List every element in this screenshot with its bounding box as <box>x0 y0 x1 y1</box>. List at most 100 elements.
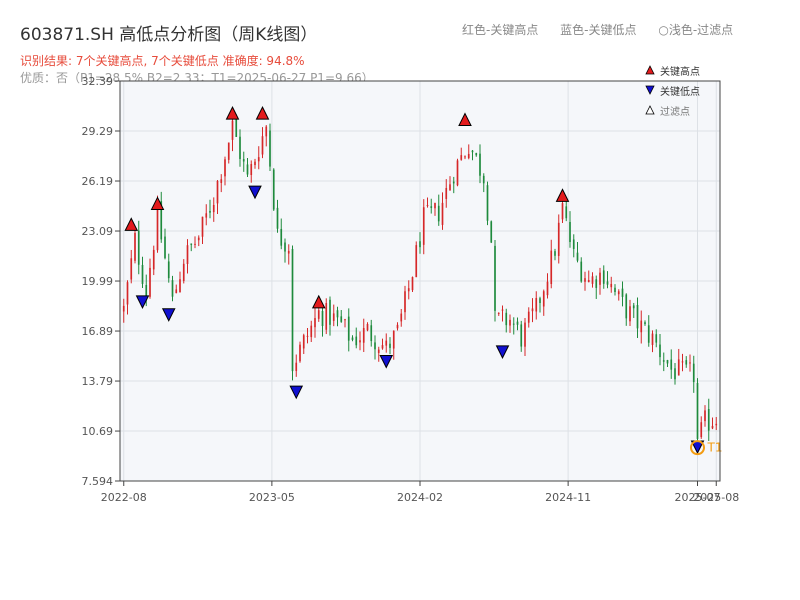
y-tick-label: 29.29 <box>82 125 114 138</box>
candle-body <box>171 280 174 297</box>
candle-body <box>531 308 534 312</box>
candle-body <box>467 153 470 159</box>
candle-body <box>392 330 395 349</box>
candle-body <box>464 156 466 158</box>
candle-body <box>636 305 639 329</box>
candle-body <box>452 181 455 184</box>
key-low-marker <box>161 308 176 322</box>
legend-filtered-label: 过滤点 <box>660 105 690 118</box>
y-tick-label: 23.09 <box>82 225 114 238</box>
key-high-marker <box>225 105 240 120</box>
x-tick-label: 2024-02 <box>397 491 443 504</box>
candle-body <box>231 120 234 140</box>
y-tick-label: 13.79 <box>82 375 114 388</box>
legend-high-label: 关键高点 <box>660 65 700 78</box>
chart-legend: 关键高点 关键低点 过滤点 <box>645 65 700 118</box>
candle-body <box>355 336 358 346</box>
candle-body <box>692 363 695 383</box>
candle-body <box>299 344 301 362</box>
candle-body <box>482 175 485 184</box>
candle-body <box>640 320 643 333</box>
y-tick-label: 19.99 <box>82 275 114 288</box>
candle-body <box>704 410 706 422</box>
x-tick-label: 2023-05 <box>249 491 295 504</box>
candle-body <box>239 136 241 159</box>
candle-body <box>520 324 523 347</box>
key-high-marker <box>555 188 570 202</box>
key-high-marker <box>311 294 326 309</box>
candle-body <box>351 337 354 340</box>
candle-body <box>441 202 444 225</box>
candle-body <box>317 310 320 319</box>
key-low-marker <box>289 385 304 400</box>
candle-body <box>696 382 699 439</box>
candle-body <box>584 278 586 282</box>
key-high-marker <box>458 112 472 127</box>
legend-hollow-label: ○浅色-过滤点 <box>658 23 734 37</box>
x-tick-label: 2024-11 <box>545 491 591 504</box>
candle-body <box>344 319 346 321</box>
legend-high-icon <box>645 65 655 75</box>
candle-body <box>456 160 459 186</box>
candle-body <box>651 333 654 345</box>
candle-body <box>535 297 538 312</box>
candle-body <box>370 325 373 342</box>
candle-body <box>404 291 406 313</box>
candle-body <box>141 264 144 284</box>
candle-body <box>385 340 388 346</box>
candle-body <box>167 261 170 279</box>
top-legend: 红色-关键高点 蓝色-关键低点 ○浅色-过滤点 <box>462 21 751 38</box>
candle-body <box>644 322 646 325</box>
candle-body <box>400 313 403 322</box>
candle-body <box>261 136 264 155</box>
candle-body <box>389 343 391 348</box>
y-tick-label: 10.69 <box>82 425 114 438</box>
candle-body <box>182 263 185 281</box>
candle-body <box>415 245 418 278</box>
candle-body <box>126 282 129 305</box>
candle-body <box>617 291 620 295</box>
candle-body <box>227 142 230 160</box>
candle-body <box>205 213 208 218</box>
candle-body <box>265 126 268 137</box>
candle-body <box>164 236 166 259</box>
candle-body <box>209 210 211 213</box>
x-tick-label: 2025-08 <box>693 491 739 504</box>
candle-body <box>295 362 298 371</box>
candle-body <box>430 206 433 208</box>
candle-body <box>475 152 478 156</box>
y-tick-label: 16.89 <box>82 325 114 338</box>
candle-body <box>647 325 650 343</box>
candle-body <box>486 185 489 221</box>
y-tick-label: 7.594 <box>82 475 114 488</box>
candle-body <box>152 249 155 270</box>
candle-body <box>711 425 714 429</box>
candle-body <box>539 298 541 304</box>
candle-body <box>216 180 219 204</box>
candle-body <box>700 422 703 438</box>
candle-body <box>670 359 673 370</box>
candle-body <box>314 318 316 328</box>
candle-body <box>276 207 279 229</box>
candle-body <box>685 360 688 365</box>
candle-body <box>325 303 328 330</box>
candle-body <box>625 294 628 319</box>
candle-body <box>569 221 571 243</box>
candle-body <box>501 309 504 311</box>
candle-body <box>302 335 305 349</box>
candle-body <box>554 251 556 256</box>
candle-body <box>621 288 624 297</box>
candle-body <box>179 279 181 293</box>
candle-body <box>160 201 163 240</box>
candle-body <box>194 243 196 245</box>
key-low-marker <box>379 355 394 369</box>
candle-body <box>336 310 339 318</box>
candle-body <box>632 305 635 309</box>
candle-body <box>332 313 335 321</box>
candle-body <box>310 325 313 338</box>
candle-body <box>602 270 605 284</box>
candle-body <box>377 349 380 353</box>
candle-body <box>524 322 526 347</box>
candle-body <box>272 169 275 210</box>
